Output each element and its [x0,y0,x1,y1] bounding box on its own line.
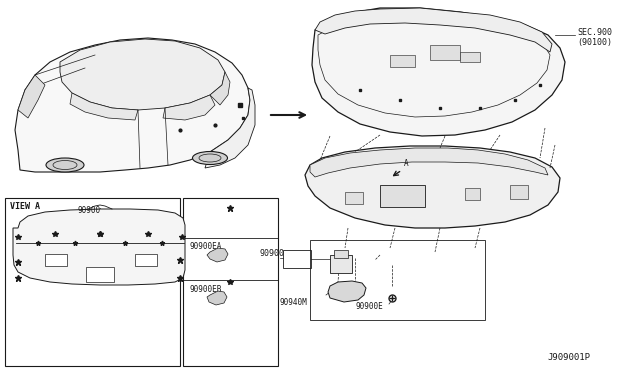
Bar [510,185,528,199]
Bar [86,267,114,282]
Polygon shape [70,93,138,120]
Polygon shape [207,291,227,305]
Polygon shape [210,72,230,105]
Bar [45,254,67,266]
Bar [465,188,480,200]
Ellipse shape [46,158,84,172]
Bar [460,52,480,62]
Polygon shape [312,8,565,136]
Text: 90940M: 90940M [280,298,308,307]
Text: 90900EA: 90900EA [190,242,222,251]
Ellipse shape [193,151,227,164]
Text: 90900EB: 90900EB [190,285,222,294]
Polygon shape [315,8,552,52]
Bar [345,192,363,204]
Polygon shape [15,38,250,172]
Polygon shape [60,39,225,110]
Bar [390,55,415,67]
Polygon shape [310,148,548,177]
Text: SEC.900
(90100): SEC.900 (90100) [577,28,612,47]
Text: 90900E: 90900E [355,302,383,311]
Bar [5,198,180,366]
Text: VIEW A: VIEW A [10,202,40,211]
Bar [430,45,460,60]
Bar [183,198,278,366]
Bar [334,250,348,258]
Polygon shape [305,146,560,228]
Polygon shape [163,95,215,120]
Polygon shape [18,75,45,118]
Text: 90900: 90900 [78,206,101,215]
Ellipse shape [130,122,140,128]
Bar [330,255,352,273]
Bar [310,240,485,320]
Polygon shape [13,209,185,285]
Bar [283,250,311,268]
Polygon shape [205,88,255,168]
Text: A: A [404,159,408,168]
Polygon shape [207,248,228,262]
Bar [380,185,425,207]
Text: J909001P: J909001P [547,353,590,362]
Bar [135,254,157,266]
Polygon shape [328,281,366,302]
Text: 90900: 90900 [260,249,285,258]
